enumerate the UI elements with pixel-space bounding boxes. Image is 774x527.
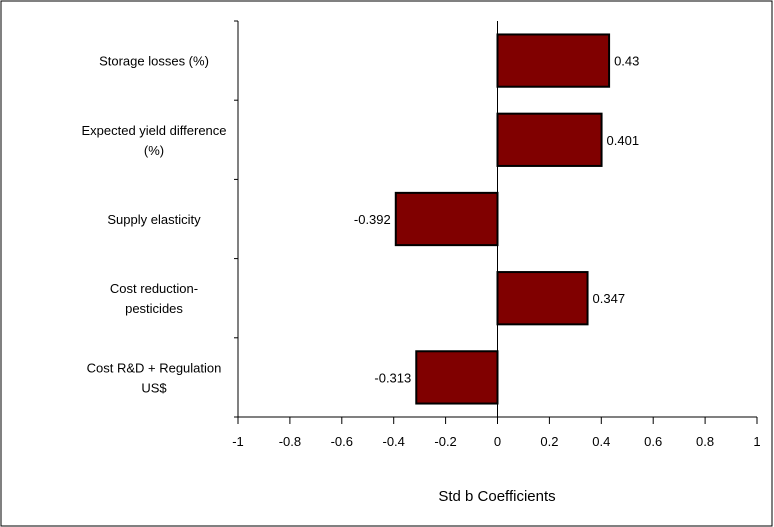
category-label: Cost reduction-pesticides <box>110 281 198 316</box>
category-label: Storage losses (%) <box>99 54 209 69</box>
x-tick-label: 0 <box>494 434 501 449</box>
bar <box>496 112 603 167</box>
x-tick-label: -0.4 <box>382 434 404 449</box>
category-label-line: pesticides <box>125 301 183 316</box>
x-tick-label: -0.6 <box>331 434 353 449</box>
labels-group: Storage losses (%) 0.43 Expected yield dif… <box>81 54 639 396</box>
category-label-line: Expected yield difference <box>81 123 226 138</box>
category-label-line: Cost reduction- <box>110 281 198 296</box>
data-label: 0.347 <box>593 291 626 306</box>
bar <box>496 33 611 88</box>
x-axis-title: Std b Coefficients <box>438 488 555 505</box>
x-tick-label: 1 <box>753 434 760 449</box>
x-tick-label: 0.4 <box>592 434 610 449</box>
data-label: -0.392 <box>354 212 391 227</box>
data-label: -0.313 <box>374 370 411 385</box>
data-label: 0.401 <box>607 133 640 148</box>
x-tick-label: 0.8 <box>696 434 714 449</box>
category-label-line: Storage losses (%) <box>99 54 209 69</box>
data-label: 0.43 <box>614 54 639 69</box>
category-label-line: (%) <box>144 143 164 158</box>
x-tick-label: 0.6 <box>644 434 662 449</box>
category-label-line: Supply elasticity <box>107 212 201 227</box>
axes-group: -1 -0.8 -0.6 -0.4 -0.2 0 0.2 0.4 0.6 0.8 1 <box>232 20 761 449</box>
x-tick-label: -0.8 <box>279 434 301 449</box>
bar <box>415 350 499 405</box>
bar <box>496 271 589 326</box>
x-tick-label: -0.2 <box>434 434 456 449</box>
x-tick-label: -1 <box>232 434 244 449</box>
category-label-line: US$ <box>141 380 167 395</box>
category-label-line: Cost R&D + Regulation <box>87 360 222 375</box>
x-tick-label: 0.2 <box>540 434 558 449</box>
category-label: Expected yield difference (%) <box>81 123 226 158</box>
category-label: Supply elasticity <box>107 212 201 227</box>
bar <box>394 191 499 247</box>
bars-group <box>394 33 611 405</box>
category-label: Cost R&D + Regulation US$ <box>87 360 222 395</box>
